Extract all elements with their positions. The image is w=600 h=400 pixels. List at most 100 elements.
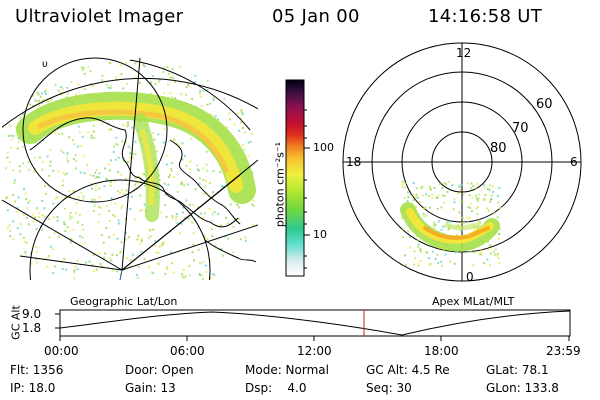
noise-pixel: [127, 145, 130, 148]
noise-pixel: [478, 219, 480, 222]
noise-pixel: [91, 198, 94, 201]
noise-pixel: [406, 200, 409, 203]
info-glat: GLat: 78.1: [486, 363, 549, 377]
noise-pixel: [62, 151, 65, 154]
noise-pixel: [441, 186, 444, 189]
noise-pixel: [98, 252, 101, 255]
noise-pixel: [403, 186, 406, 189]
noise-pixel: [401, 217, 404, 220]
noise-pixel: [192, 243, 195, 246]
noise-pixel: [162, 141, 165, 144]
noise-pixel: [14, 200, 16, 203]
noise-pixel: [124, 177, 127, 180]
noise-pixel: [138, 176, 141, 179]
noise-pixel: [217, 212, 220, 215]
noise-pixel: [22, 213, 25, 216]
noise-pixel: [181, 273, 184, 275]
noise-pixel: [46, 155, 49, 158]
noise-pixel: [433, 186, 436, 189]
noise-pixel: [90, 134, 93, 137]
noise-pixel: [22, 236, 25, 239]
noise-pixel: [50, 97, 53, 100]
lat-label-70: 70: [512, 121, 529, 136]
noise-pixel: [13, 179, 16, 182]
noise-pixel: [44, 193, 47, 195]
noise-pixel: [98, 213, 101, 216]
noise-pixel: [408, 235, 411, 238]
altitude-curve: [59, 310, 571, 336]
noise-pixel: [34, 99, 37, 102]
noise-pixel: [222, 254, 225, 257]
noise-pixel: [39, 96, 42, 98]
noise-pixel: [428, 195, 431, 197]
noise-pixel: [77, 125, 80, 128]
noise-pixel: [36, 207, 38, 210]
noise-pixel: [81, 223, 84, 226]
noise-pixel: [409, 246, 411, 249]
noise-pixel: [180, 93, 183, 96]
noise-pixel: [466, 220, 469, 223]
noise-pixel: [116, 254, 118, 257]
noise-pixel: [184, 216, 187, 219]
noise-pixel: [82, 195, 85, 198]
noise-pixel: [417, 264, 420, 267]
noise-pixel: [43, 215, 46, 218]
noise-pixel: [477, 197, 480, 200]
noise-pixel: [140, 250, 143, 253]
mlt-label-6: 6: [570, 155, 578, 169]
noise-pixel: [165, 163, 168, 166]
noise-pixel: [82, 154, 85, 157]
noise-pixel: [32, 213, 35, 216]
noise-pixel: [122, 87, 125, 90]
noise-pixel: [61, 184, 64, 187]
noise-pixel: [66, 153, 69, 156]
noise-pixel: [197, 226, 200, 229]
noise-pixel: [24, 253, 27, 256]
noise-pixel: [202, 193, 205, 196]
noise-pixel: [472, 185, 475, 188]
noise-pixel: [205, 271, 208, 274]
noise-pixel: [213, 274, 216, 277]
noise-pixel: [25, 198, 28, 201]
noise-pixel: [109, 220, 111, 222]
noise-pixel: [240, 109, 243, 112]
noise-pixel: [135, 182, 138, 185]
noise-pixel: [208, 182, 211, 185]
noise-pixel: [149, 235, 152, 238]
noise-pixel: [204, 180, 207, 183]
noise-pixel: [475, 197, 478, 200]
noise-pixel: [421, 185, 424, 188]
noise-pixel: [428, 257, 431, 260]
noise-pixel: [491, 185, 494, 188]
noise-pixel: [152, 132, 155, 135]
noise-pixel: [135, 273, 138, 276]
noise-pixel: [161, 244, 164, 247]
noise-pixel: [5, 196, 8, 199]
noise-pixel: [492, 250, 495, 253]
noise-pixel: [54, 197, 57, 200]
noise-pixel: [186, 183, 189, 186]
info-mode: Mode: Normal: [245, 363, 329, 377]
noise-pixel: [200, 104, 203, 107]
noise-pixel: [37, 104, 40, 107]
alt-ylabel: GC Alt: [9, 305, 23, 340]
noise-pixel: [108, 209, 111, 212]
geo-corner-mark: υ: [42, 59, 48, 70]
noise-pixel: [69, 218, 71, 221]
noise-pixel: [127, 124, 130, 127]
noise-pixel: [454, 251, 457, 254]
noise-pixel: [57, 89, 60, 92]
noise-pixel: [105, 84, 108, 86]
noise-pixel: [112, 150, 115, 153]
noise-pixel: [120, 206, 123, 209]
noise-pixel: [67, 92, 70, 95]
noise-pixel: [17, 137, 20, 140]
noise-pixel: [164, 272, 167, 275]
noise-pixel: [20, 223, 23, 226]
noise-pixel: [476, 226, 479, 229]
noise-pixel: [140, 238, 143, 240]
noise-pixel: [170, 170, 173, 172]
noise-pixel: [61, 267, 64, 270]
noise-pixel: [421, 194, 424, 197]
noise-pixel: [49, 160, 52, 163]
